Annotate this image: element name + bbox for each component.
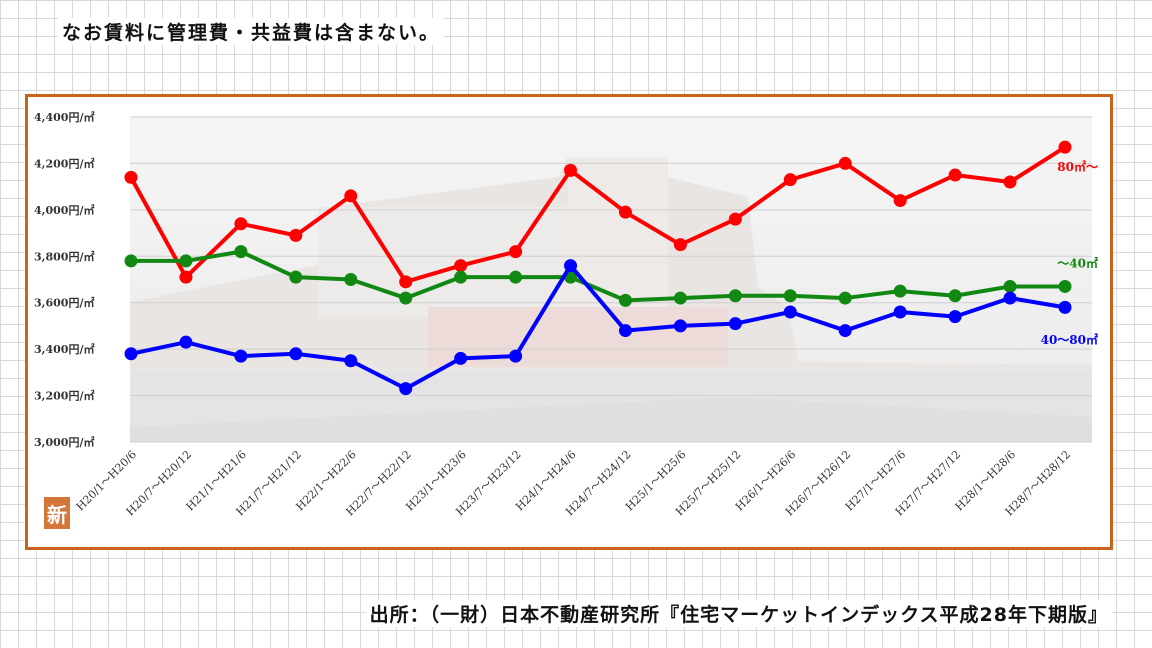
y-tick-label: 3,200円/㎡	[34, 389, 94, 403]
data-point	[618, 205, 632, 219]
data-point	[1003, 279, 1017, 293]
data-point	[454, 351, 468, 365]
data-point	[509, 270, 523, 284]
data-point	[673, 238, 687, 252]
y-tick-label: 4,200円/㎡	[34, 156, 94, 170]
data-point	[454, 270, 468, 284]
data-point	[399, 382, 413, 396]
data-point	[1058, 279, 1072, 293]
data-point	[893, 284, 907, 298]
data-point	[1058, 140, 1072, 154]
data-point	[728, 317, 742, 331]
y-tick-label: 3,400円/㎡	[34, 342, 94, 356]
background-photo	[130, 117, 1092, 442]
data-point	[399, 291, 413, 305]
data-point	[618, 293, 632, 307]
y-tick-label: 4,400円/㎡	[34, 110, 94, 124]
data-point	[399, 275, 413, 289]
series-label: 80㎡～	[1057, 159, 1098, 174]
data-point	[344, 273, 358, 286]
data-point	[838, 156, 852, 170]
data-point	[344, 189, 358, 203]
chart-container: 3,000円/㎡ 3,200円/㎡ 3,400円/㎡ 3,600円/㎡ 3,800円/㎡…	[25, 94, 1113, 550]
data-point	[509, 349, 523, 363]
new-badge: 新	[44, 497, 70, 529]
x-axis-ticks: H20/1～H20/6H20/7～H20/12H21/1～H21/6H21/7～…	[74, 448, 1073, 518]
data-point	[1003, 175, 1017, 189]
data-point	[344, 354, 358, 368]
data-point	[728, 212, 742, 226]
series-label: ～40㎡	[1057, 255, 1098, 270]
data-point	[893, 305, 907, 319]
data-point	[234, 349, 248, 363]
data-point	[783, 173, 797, 187]
series-line	[129, 145, 1067, 284]
y-tick-label: 3,800円/㎡	[34, 249, 94, 263]
data-point	[1058, 300, 1072, 314]
y-axis-ticks: 3,000円/㎡ 3,200円/㎡ 3,400円/㎡ 3,600円/㎡ 3,800円/㎡…	[34, 110, 94, 449]
data-point	[234, 217, 248, 231]
data-point	[893, 194, 907, 208]
data-point	[673, 291, 687, 305]
data-point	[564, 163, 578, 177]
series-label: 40～80㎡	[1041, 332, 1098, 347]
data-point	[289, 270, 303, 284]
note-text: なお賃料に管理費・共益費は含まない。	[58, 18, 445, 45]
data-point	[783, 289, 797, 303]
y-tick-label: 3,600円/㎡	[34, 296, 94, 310]
data-point	[618, 324, 632, 338]
data-point	[289, 347, 303, 361]
series-line	[130, 263, 1066, 391]
data-point	[454, 259, 468, 273]
data-point	[948, 289, 962, 303]
data-point	[509, 245, 523, 259]
data-point	[289, 228, 303, 242]
series-group	[124, 140, 1072, 396]
y-tick-label: 4,000円/㎡	[34, 203, 94, 217]
data-point	[234, 245, 248, 259]
y-tick-label: 3,000円/㎡	[34, 435, 94, 449]
data-point	[564, 259, 578, 273]
data-point	[948, 310, 962, 324]
data-point	[179, 335, 193, 349]
data-point	[124, 254, 138, 268]
series-labels: 80㎡～ ～40㎡ 40～80㎡	[1041, 159, 1098, 347]
data-point	[728, 289, 742, 303]
data-point	[673, 319, 687, 333]
source-text: 出所：（一財）日本不動産研究所『住宅マーケットインデックス平成28年下期版』	[365, 600, 1112, 627]
data-point	[179, 254, 193, 268]
data-point	[783, 305, 797, 319]
line-chart: 3,000円/㎡ 3,200円/㎡ 3,400円/㎡ 3,600円/㎡ 3,800円/㎡…	[34, 110, 1098, 518]
series-line	[131, 249, 1065, 303]
data-point	[838, 291, 852, 305]
data-point	[1003, 291, 1017, 305]
data-point	[179, 270, 193, 284]
grid-lines	[130, 116, 1092, 443]
data-point	[838, 324, 852, 338]
data-point	[124, 347, 138, 361]
data-point	[124, 170, 138, 184]
data-point	[948, 168, 962, 182]
